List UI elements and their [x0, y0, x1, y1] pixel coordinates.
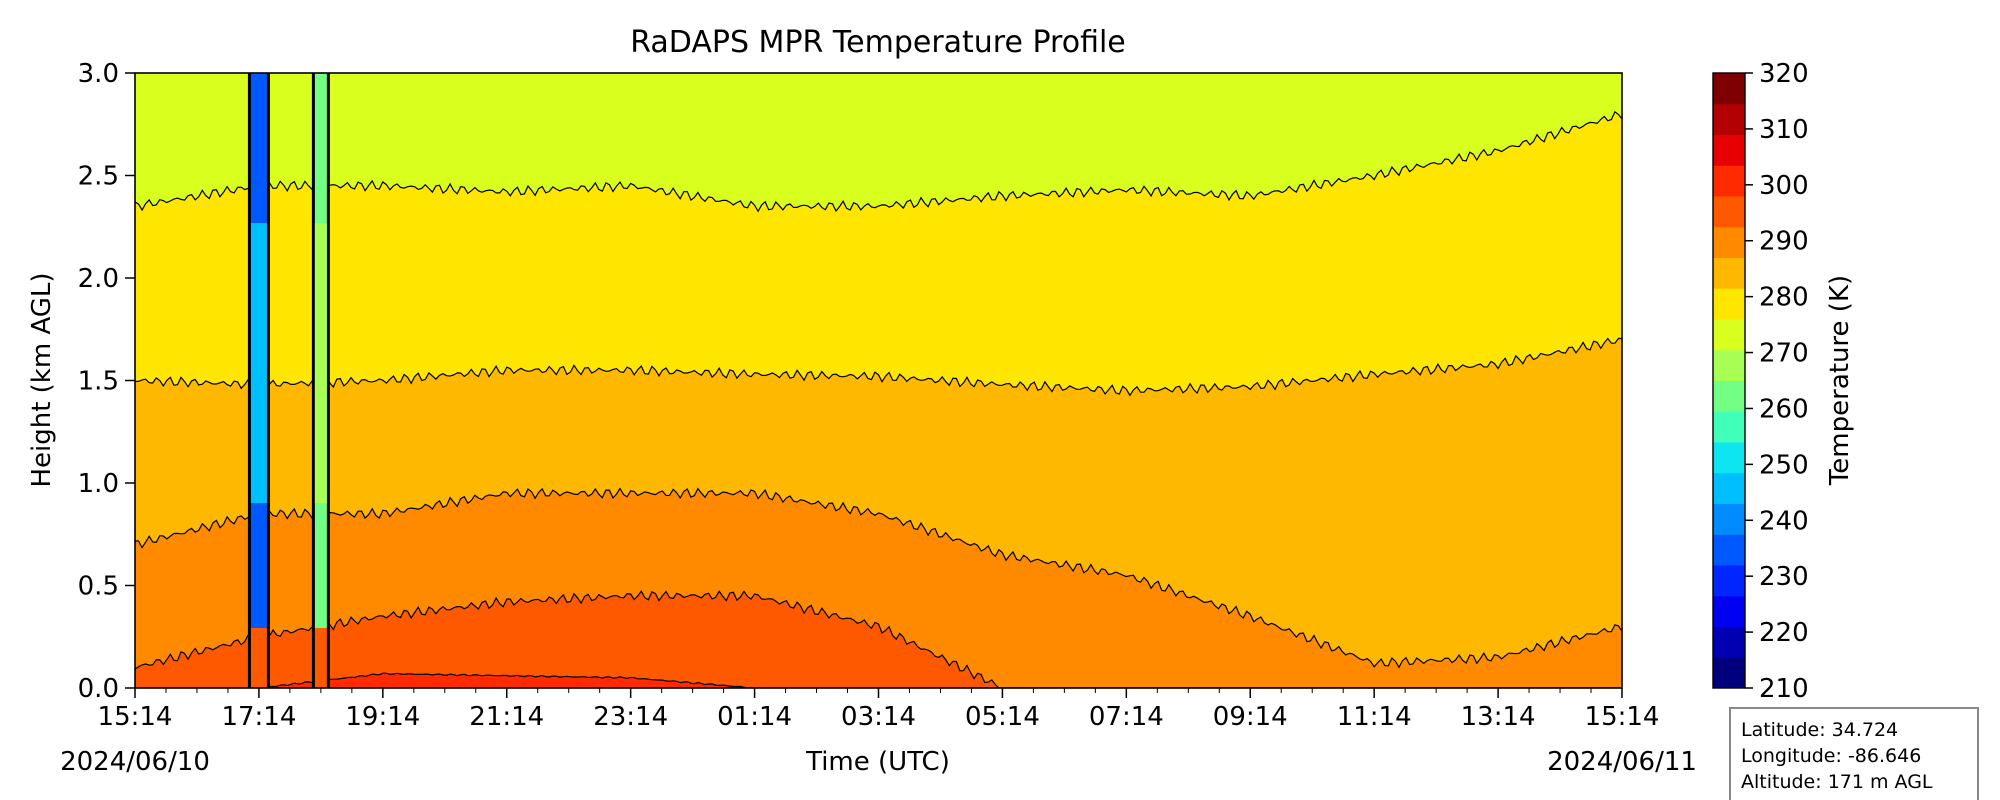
isotherm-lines — [135, 110, 1622, 688]
colorbar-segment — [1713, 380, 1745, 412]
altitude-text: Altitude: 171 m AGL — [1741, 771, 1933, 793]
colorbar-tick-label: 220 — [1759, 618, 1809, 648]
colorbar-segment — [1713, 442, 1745, 474]
colorbar-tick-label: 280 — [1759, 283, 1809, 313]
colorbar-tick-label: 260 — [1759, 394, 1809, 424]
colorbar-segment — [1713, 226, 1745, 258]
y-tick-label: 1.0 — [78, 469, 119, 499]
anomaly-inner — [314, 223, 327, 503]
longitude-text: Longitude: -86.646 — [1741, 745, 1921, 767]
x-axis: 15:14 17:14 19:14 21:14 23:14 01:14 03:14 05:14… — [98, 688, 1660, 732]
y-tick-label: 0.0 — [78, 674, 119, 704]
colorbar-frame — [1712, 72, 1746, 689]
date-end-label: 2024/06/11 — [1547, 747, 1697, 777]
x-tick-label: 11:14 — [1337, 702, 1412, 732]
colorbar-tick-label: 300 — [1759, 171, 1809, 201]
colorbar-segment — [1713, 73, 1745, 105]
colorbar-tick-label: 210 — [1759, 674, 1809, 704]
y-tick-label: 2.5 — [78, 162, 119, 192]
colorbar-tick-label: 250 — [1759, 450, 1809, 480]
isotherm-295 — [135, 589, 1622, 688]
x-tick-label: 09:14 — [1213, 702, 1288, 732]
colorbar-segment — [1713, 288, 1745, 320]
y-tick-label: 0.5 — [78, 572, 119, 602]
latitude-text: Latitude: 34.724 — [1741, 719, 1898, 741]
anomaly-inner — [250, 223, 267, 503]
x-tick-label: 15:14 — [98, 702, 173, 732]
x-tick-label: 21:14 — [469, 702, 544, 732]
y-axis: 0.0 0.5 1.0 1.5 2.0 2.5 3.0 — [78, 59, 135, 704]
colorbar-tick-label: 290 — [1759, 227, 1809, 257]
isotherm-300 — [135, 672, 1622, 688]
x-tick-label: 01:14 — [717, 702, 792, 732]
x-tick-label: 17:14 — [221, 702, 296, 732]
x-tick-label: 15:14 — [1585, 702, 1660, 732]
date-start-label: 2024/06/10 — [60, 747, 210, 777]
colorbar-segment — [1713, 349, 1745, 381]
cold-anomaly-strips — [247, 73, 330, 688]
isotherm-290 — [135, 487, 1622, 669]
colorbar-segment — [1713, 595, 1745, 627]
y-tick-label: 1.5 — [78, 367, 119, 397]
colorbar-segment — [1713, 411, 1745, 443]
x-tick-label: 13:14 — [1461, 702, 1536, 732]
colorbar-segment — [1713, 103, 1745, 135]
x-tick-label: 03:14 — [841, 702, 916, 732]
y-tick-label: 3.0 — [78, 59, 119, 89]
chart-title: RaDAPS MPR Temperature Profile — [630, 25, 1126, 60]
colorbar-segment — [1713, 565, 1745, 597]
colorbar-segment — [1713, 503, 1745, 535]
x-tick-label: 07:14 — [1089, 702, 1164, 732]
plot-area — [135, 73, 1622, 688]
colorbar-segment — [1713, 626, 1745, 658]
x-tick-label: 23:14 — [593, 702, 668, 732]
y-axis-label: Height (km AGL) — [27, 272, 57, 487]
isotherm-280 — [135, 110, 1622, 213]
x-tick-label: 19:14 — [345, 702, 420, 732]
colorbar-tick-label: 240 — [1759, 506, 1809, 536]
colorbar-segment — [1713, 134, 1745, 166]
band-300-305 — [135, 673, 1622, 688]
y-tick-label: 2.0 — [78, 264, 119, 294]
colorbar-segment — [1713, 534, 1745, 566]
colorbar-segment — [1713, 165, 1745, 197]
anomaly-base — [314, 628, 327, 688]
x-tick-label: 05:14 — [965, 702, 1040, 732]
colorbar-tick-label: 320 — [1759, 59, 1809, 89]
colorbar-segment — [1713, 657, 1745, 689]
isotherm-285 — [135, 337, 1622, 397]
colorbar-tick-label: 230 — [1759, 562, 1809, 592]
colorbar-segment — [1713, 196, 1745, 228]
colorbar-segment — [1713, 472, 1745, 504]
colorbar-label: Temperature (K) — [1825, 275, 1855, 486]
colorbar-segment — [1713, 257, 1745, 289]
info-box: Latitude: 34.724 Longitude: -86.646 Alti… — [1729, 707, 1979, 800]
colorbar — [1713, 73, 1745, 689]
band-295-300 — [135, 591, 1622, 688]
band-275-280 — [135, 73, 1622, 212]
x-axis-label: Time (UTC) — [805, 747, 950, 777]
colorbar-segment — [1713, 319, 1745, 351]
colorbar-tick-label: 270 — [1759, 339, 1809, 369]
colorbar-tick-label: 310 — [1759, 115, 1809, 145]
colorbar-ticks: 210 220 230 240 250 260 270 280 290 300 310 320 — [1745, 59, 1809, 704]
anomaly-base — [250, 628, 267, 688]
